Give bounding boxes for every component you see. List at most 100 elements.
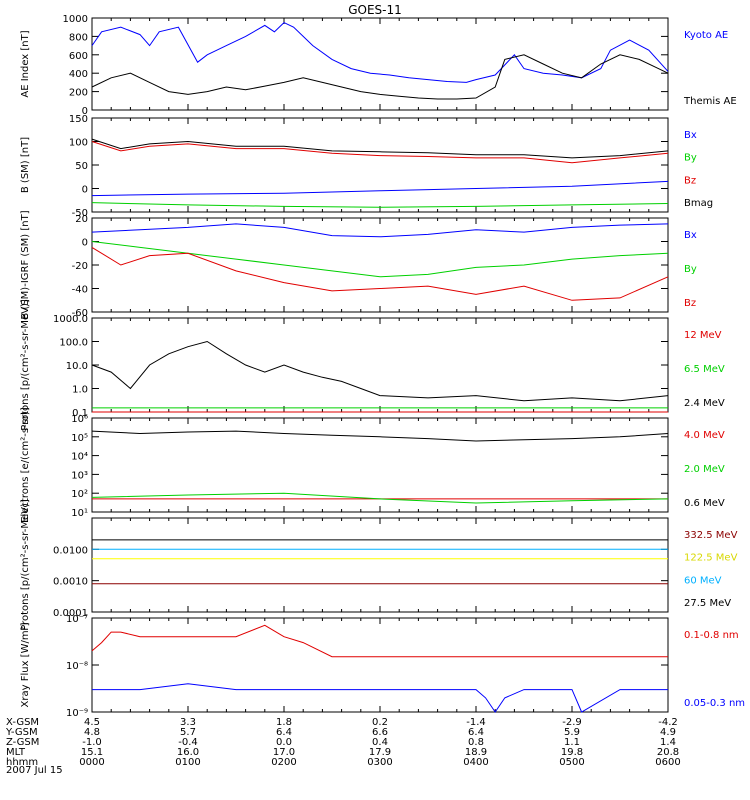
x-axis-value: 0.4 — [372, 737, 388, 748]
y-tick-label: 10⁴ — [71, 452, 88, 463]
x-axis-value: 0100 — [175, 757, 200, 768]
series-line-0-1-0-8-nm — [91, 624, 668, 658]
panel-3: -60 -40 -20 0 20 B (SM)-IGRF (SM) [nT] Bx By Bz — [20, 210, 697, 319]
y-tick-label: 0.1 — [72, 408, 88, 419]
panel-frame — [91, 117, 669, 213]
x-axis-value: 20.8 — [657, 747, 679, 758]
y-tick-label: 600 — [69, 51, 88, 62]
panel-frame — [91, 317, 669, 413]
x-axis-value: 0300 — [367, 757, 392, 768]
y-tick-label: 400 — [69, 69, 88, 80]
x-axis-value: 19.8 — [561, 747, 583, 758]
x-axis-value: 1.1 — [564, 737, 580, 748]
y-tick-label: 0.0100 — [53, 545, 88, 556]
y-tick-label: 1.0 — [72, 385, 88, 396]
legend-entry: 0.1-0.8 nm — [684, 630, 739, 641]
y-tick-label: 10⁶ — [71, 414, 88, 425]
x-axis-value: 1.4 — [660, 737, 676, 748]
series-line-bz — [91, 246, 669, 301]
x-axis-value: 0.8 — [468, 737, 484, 748]
y-tick-label: 10³ — [71, 470, 88, 481]
y-tick-label: 0.0010 — [53, 577, 88, 588]
series-line-kyoto-ae — [91, 21, 669, 83]
series-line-by — [91, 202, 669, 208]
panel-frame — [91, 617, 669, 713]
series-line-bx — [91, 180, 669, 197]
legend-entry: Bx — [684, 130, 697, 141]
x-axis-value: -0.4 — [178, 737, 198, 748]
x-axis-value: 17.9 — [369, 747, 391, 758]
legend-entry: 0.6 MeV — [684, 498, 725, 509]
legend-entry: Bx — [684, 230, 697, 241]
y-tick-label: 20 — [75, 214, 88, 225]
series-line-by — [91, 241, 669, 278]
date-label: 2007 Jul 15 — [6, 765, 63, 776]
x-axis-value: 0.2 — [372, 717, 388, 728]
x-axis-value: 6.4 — [468, 727, 484, 738]
panel-2: -50 0 50 100 150 B (SM) [nT] Bx By Bz Bmag — [20, 114, 713, 219]
y-tick-label: 0 — [82, 106, 88, 117]
legend-entry: Bz — [684, 175, 696, 186]
x-axis-value: 5.7 — [180, 727, 196, 738]
x-axis-value: -2.9 — [562, 717, 582, 728]
legend-entry: Themis AE — [683, 96, 737, 107]
series-line-themis-ae — [91, 54, 669, 100]
legend-entry: Bz — [684, 298, 696, 309]
x-axis-value: 0500 — [559, 757, 584, 768]
x-axis-table: X-GSM 4.5 3.3 1.8 0.2 -1.4 -2.9 -4.2 Y-GSM 4.8 5.7… — [5, 717, 681, 768]
x-axis-row-label: MLT — [6, 747, 26, 758]
legend-entry: Kyoto AE — [684, 30, 728, 41]
x-axis-row-label: hhmm — [6, 757, 38, 768]
y-tick-label: 150 — [69, 114, 88, 125]
series-line-bz — [91, 141, 669, 164]
legend-entry: 2.0 MeV — [684, 464, 725, 475]
panel-6: 0.0001 0.0010 0.0100 Protons [p/(cm²-s-sr-M… — [20, 499, 738, 631]
y-tick-label: -40 — [72, 285, 88, 296]
y-tick-label: 1000.0 — [53, 314, 88, 325]
legend-entry: 2.4 MeV — [684, 398, 725, 409]
y-tick-label: 100.0 — [59, 338, 88, 349]
y-tick-label: -60 — [72, 308, 88, 319]
x-axis-value: -1.0 — [82, 737, 102, 748]
y-tick-label: 0 — [82, 185, 88, 196]
y-tick-label: 1000 — [63, 14, 88, 25]
y-tick-label: 100 — [69, 138, 88, 149]
figure-title: GOES-11 — [348, 3, 402, 17]
x-axis-value: 16.0 — [177, 747, 199, 758]
y-tick-label: 10⁻⁹ — [66, 708, 88, 719]
legend-entry: 60 MeV — [684, 575, 722, 586]
y-tick-label: 0 — [82, 238, 88, 249]
x-axis-row-label: X-GSM — [6, 717, 39, 728]
x-axis-value: 4.5 — [84, 717, 100, 728]
y-axis-label: B (SM) [nT] — [20, 137, 31, 193]
legend-entry: 332.5 MeV — [684, 530, 738, 541]
y-axis-label: Electrons [e/(cm²-s-sr)] — [20, 407, 31, 523]
panel-4: 0.1 1.0 10.0 100.0 1000.0 Protons [p/(cm²-s-s… — [20, 299, 725, 431]
series-line-0-05-0-3-nm — [92, 683, 668, 713]
y-tick-label: 0.0001 — [53, 608, 88, 619]
x-axis-value: 5.9 — [564, 727, 580, 738]
legend-entry: Bmag — [684, 198, 713, 209]
x-axis-value: 4.8 — [84, 727, 100, 738]
panel-5: 10¹ 10² 10³ 10⁴ 10⁵ 10⁶ Electrons [e/(cm²-s-sr… — [20, 407, 725, 523]
series-line-2-0-mev — [91, 492, 669, 504]
y-axis-label: Protons [p/(cm²-s-sr-MeV)] — [20, 299, 31, 431]
x-axis-value: 0400 — [463, 757, 488, 768]
x-axis-value: 0000 — [79, 757, 104, 768]
y-tick-label: -20 — [72, 261, 88, 272]
y-tick-label: -50 — [72, 208, 88, 219]
x-axis-value: -1.4 — [466, 717, 486, 728]
y-tick-label: 10.0 — [66, 361, 88, 372]
legend-entry: 122.5 MeV — [684, 553, 738, 564]
legend-entry: 12 MeV — [684, 330, 722, 341]
x-axis-value: 6.6 — [372, 727, 388, 738]
x-axis-value: 18.9 — [465, 747, 487, 758]
series-line-bmag — [91, 138, 669, 159]
y-axis-label: Protons [p/(cm²-s-sr-MeV)] — [20, 499, 31, 631]
series-line-0-6-mev — [91, 430, 669, 442]
x-axis-row-label: Z-GSM — [6, 737, 39, 748]
panel-frame — [91, 217, 669, 313]
series-line-bx — [91, 223, 669, 238]
